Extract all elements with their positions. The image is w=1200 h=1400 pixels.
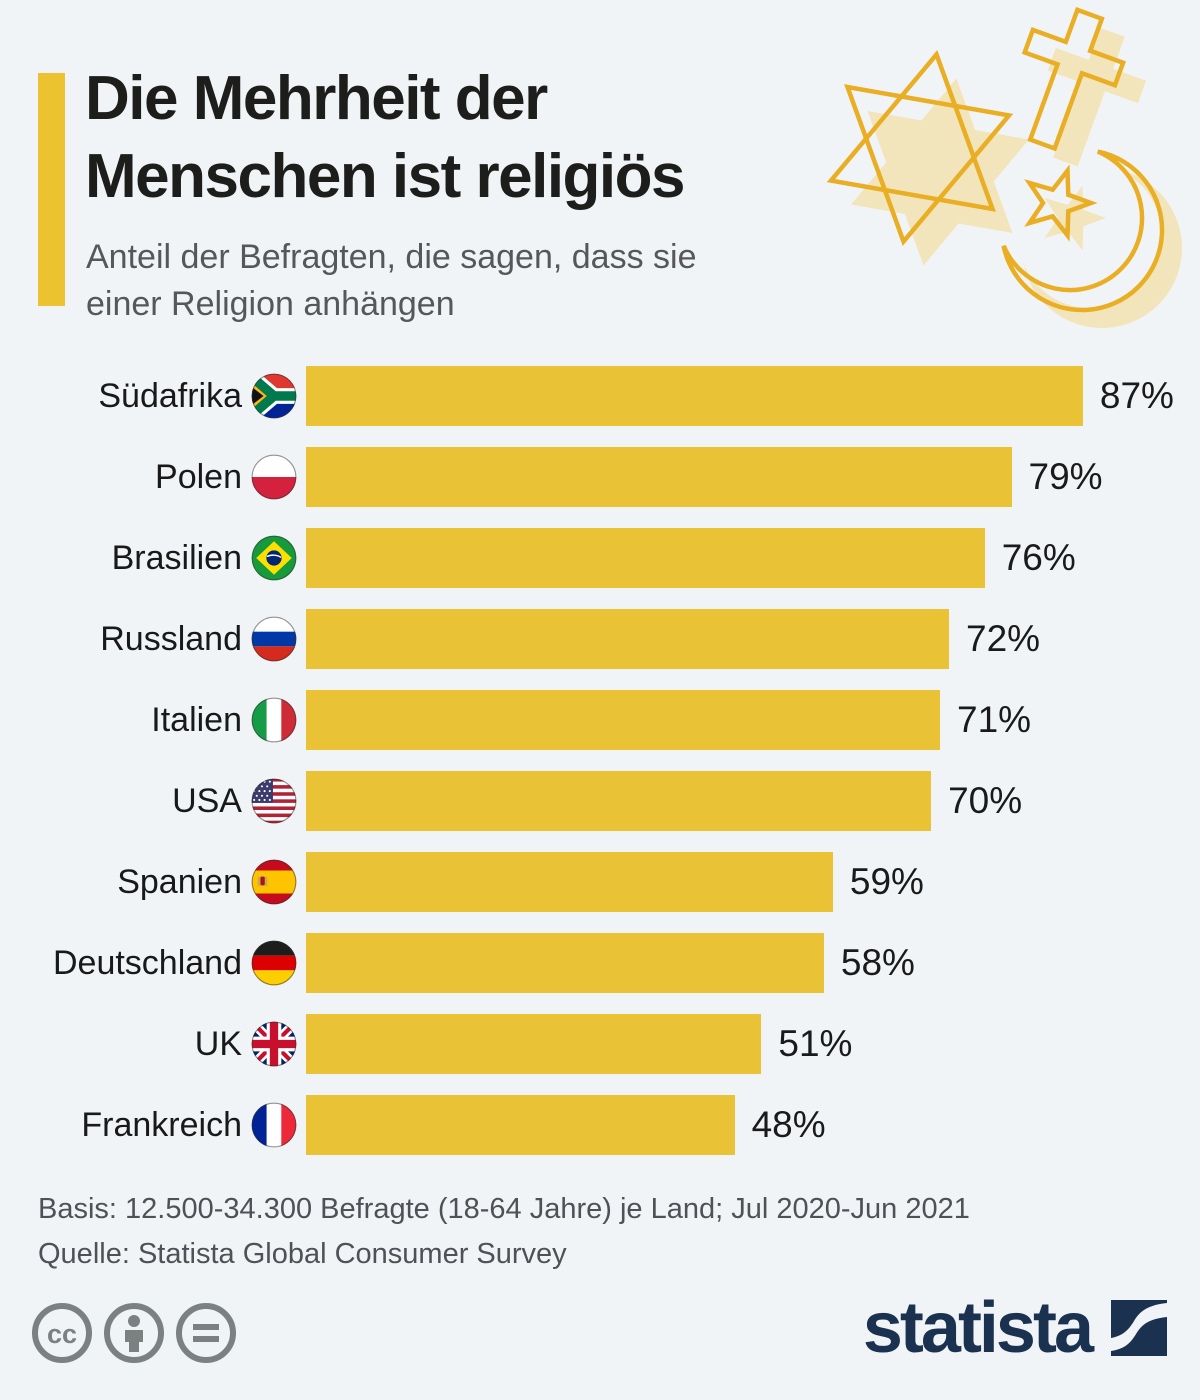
chart-row: Italien 71% [0,690,1200,750]
bar [306,1095,735,1155]
statista-logo-mark [1111,1300,1167,1356]
flag-ru-icon [251,616,297,662]
religious-symbols-graphic [826,7,1183,329]
country-label: Brasilien [111,538,242,577]
chart-row: Russland 72% [0,609,1200,669]
value-label: 70% [948,780,1023,821]
flag-es-icon [251,859,297,905]
crescent-icon [1001,149,1165,313]
subtitle-line-2: einer Religion anhängen [86,285,455,323]
title-line-2: Menschen ist religiös [85,142,686,211]
flag-pl-icon [251,454,297,500]
title-line-1: Die Mehrheit der [85,64,548,133]
title-accent-bar [38,73,65,306]
chart-row: UK 51% [0,1014,1200,1074]
statista-logo: statista [863,1292,1167,1364]
value-label: 48% [751,1104,826,1145]
value-label: 87% [1099,375,1174,416]
value-label: 58% [840,942,915,983]
value-label: 59% [849,861,924,902]
chart-row: Brasilien 76% [0,528,1200,588]
chart-row: Südafrika 87% [0,366,1200,426]
svg-text:cc: cc [47,1319,77,1349]
chart-row: USA 70% [0,771,1200,831]
value-label: 51% [778,1023,853,1064]
chart-row: Polen 79% [0,447,1200,507]
flag-de-icon [251,940,297,986]
flag-us-icon [251,778,297,824]
star-of-david-icon [826,50,1014,246]
country-label: Frankreich [81,1105,242,1144]
bar [306,933,824,993]
attribution-icon [104,1303,164,1363]
basis-note: Basis: 12.500-34.300 Befragte (18-64 Jah… [38,1193,970,1225]
subtitle-line-1: Anteil der Befragten, die sagen, dass si… [86,238,697,276]
page-title: Die Mehrheit der Menschen ist religiös [85,60,686,216]
flag-fr-icon [251,1102,297,1148]
page-subtitle: Anteil der Befragten, die sagen, dass si… [86,234,697,328]
value-label: 76% [1001,537,1076,578]
country-label: Russland [100,619,242,658]
chart-row: Spanien 59% [0,852,1200,912]
bar [306,1014,762,1074]
country-label: Polen [155,457,242,496]
country-label: Italien [151,700,242,739]
bar [306,528,985,588]
flag-it-icon [251,697,297,743]
country-label: UK [194,1024,242,1063]
bar [306,852,833,912]
cc-icon: cc [32,1303,92,1363]
bar [306,366,1083,426]
christian-cross-icon [1021,7,1126,152]
flag-br-icon [251,535,297,581]
value-label: 72% [966,618,1041,659]
crescent-star-icon [1024,164,1098,242]
country-label: Spanien [117,862,242,901]
no-derivatives-icon [176,1303,236,1363]
license-icons: cc [31,1302,237,1364]
country-label: Südafrika [98,376,242,415]
symbol-shadows [850,27,1183,329]
country-label: USA [172,781,242,820]
value-label: 71% [957,699,1032,740]
source-note: Quelle: Statista Global Consumer Survey [38,1238,567,1270]
bar [306,447,1012,507]
bar-chart: Südafrika 87% Polen 79% Brasilien 76% Russla… [0,366,1200,1176]
bar [306,771,932,831]
chart-row: Deutschland 58% [0,933,1200,993]
value-label: 79% [1028,456,1103,497]
statista-wordmark: statista [862,1288,1094,1368]
bar [306,690,940,750]
flag-gb-icon [251,1021,297,1067]
flag-za-icon [251,373,297,419]
country-label: Deutschland [52,943,242,982]
chart-row: Frankreich 48% [0,1095,1200,1155]
bar [306,609,949,669]
